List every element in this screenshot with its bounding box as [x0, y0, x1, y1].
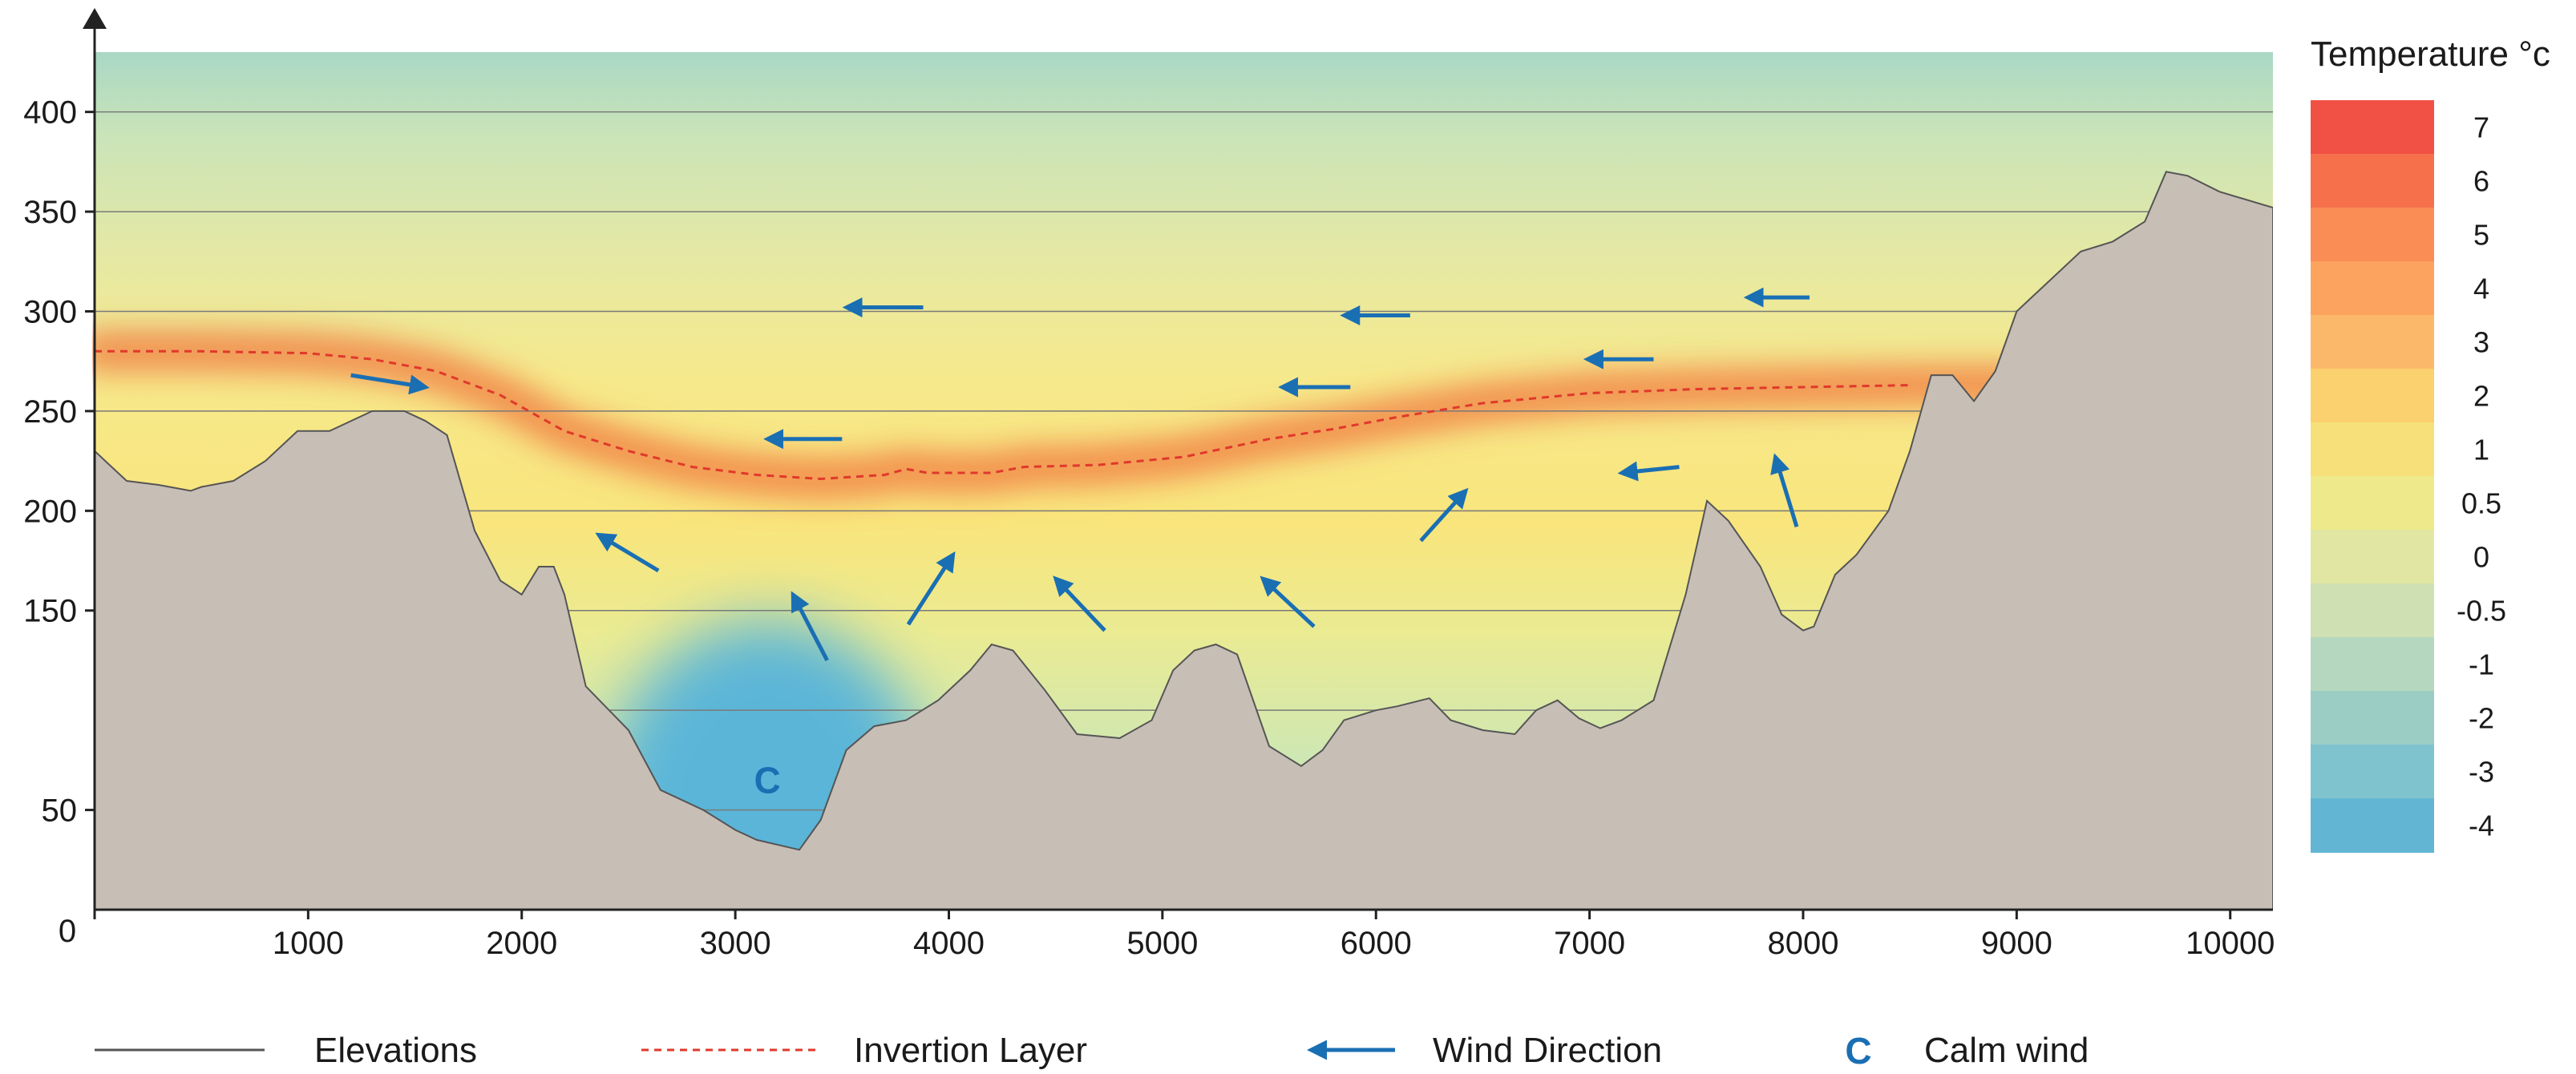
x-ticks: 1000 2000 3000 4000 5000 6000 7000 8000 9000 1000…: [93, 910, 2275, 961]
colorbar-label: -1: [2469, 648, 2494, 681]
colorbar-label: 7: [2473, 111, 2489, 144]
axes: 1000 2000 3000 4000 5000 6000 7000 8000 9000 1000…: [23, 8, 2275, 961]
x-tick-label: 5000: [1126, 926, 1198, 961]
legend-calm-label: Calm wind: [1924, 1031, 2089, 1070]
legend-calm-symbol: C: [1845, 1030, 1871, 1072]
x-tick-label: 6000: [1341, 926, 1412, 961]
x-tick-label: 10000: [2186, 926, 2275, 961]
legend-elevations-label: Elevations: [314, 1031, 477, 1070]
legend-inversion-label: Invertion Layer: [854, 1031, 1087, 1070]
elevation-terrain: [94, 171, 2273, 910]
colorbar-label: -0.5: [2457, 595, 2506, 628]
colorbar-label: 2: [2473, 380, 2489, 413]
wind-arrow-icon: [595, 532, 660, 573]
y-tick-label: 300: [23, 294, 77, 329]
x-tick-label: 3000: [700, 926, 771, 961]
wind-arrow-icon: [350, 373, 430, 395]
colorbar-swatch: [2311, 530, 2434, 584]
colorbar-swatch: [2311, 422, 2434, 477]
x-tick-label: 9000: [1981, 926, 2052, 961]
colorbar-swatch: [2311, 637, 2434, 692]
wind-arrow-icon: [906, 551, 956, 626]
colorbar-swatch: [2311, 798, 2434, 853]
colorbar-swatch: [2311, 691, 2434, 745]
colorbar-swatch: [2311, 583, 2434, 638]
wind-arrow-icon: [1260, 575, 1316, 628]
colorbar-swatch: [2311, 369, 2434, 423]
colorbar-swatch: [2311, 261, 2434, 316]
origin-label: 0: [59, 914, 76, 949]
wind-arrow-icon: [1419, 487, 1469, 543]
colorbar-title: Temperature °c: [2311, 34, 2550, 74]
y-tick-label: 150: [23, 594, 77, 629]
colorbar-label: -4: [2469, 810, 2494, 842]
colorbar-label: 3: [2473, 326, 2489, 359]
x-tick-label: 4000: [913, 926, 985, 961]
colorbar-swatch: [2311, 315, 2434, 369]
y-tick-label: 50: [42, 793, 78, 829]
wind-arrow-icon: [1053, 575, 1106, 632]
y-tick-label: 400: [23, 95, 77, 131]
colorbar-swatch: [2311, 208, 2434, 262]
colorbar-swatches: [2311, 100, 2434, 853]
wind-arrows: [350, 287, 1810, 662]
legend-wind-label: Wind Direction: [1433, 1031, 1662, 1070]
colorbar-label: 5: [2473, 219, 2489, 252]
colorbar-label: 0.5: [2461, 487, 2501, 520]
x-tick-label: 1000: [273, 926, 344, 961]
y-tick-label: 200: [23, 494, 77, 529]
colorbar-labels: 7 6 5 4 3 2 1 0.5 0 -0.5 -1 -2 -3 -4: [2457, 111, 2506, 842]
colorbar-label: -3: [2469, 756, 2494, 789]
x-tick-label: 7000: [1554, 926, 1625, 961]
plot-area: C: [92, 52, 2273, 910]
calm-wind-marker: C: [754, 759, 780, 801]
wind-arrow-icon: [1617, 461, 1680, 482]
y-tick-label: 350: [23, 195, 77, 230]
x-tick-label: 8000: [1767, 926, 1838, 961]
colorbar-swatch: [2311, 476, 2434, 531]
wind-arrow-icon: [1770, 453, 1799, 527]
y-ticks: 50 150 200 250 300 350 400: [23, 95, 95, 829]
y-tick-label: 250: [23, 394, 77, 430]
y-axis-arrow-icon: [83, 8, 107, 29]
colorbar-label: 4: [2473, 273, 2489, 305]
temperature-colorbar: Temperature °c 7 6 5 4 3 2 1 0.5 0 -0.5 -1 -2 -3 -4: [2311, 34, 2550, 853]
x-tick-label: 2000: [486, 926, 557, 961]
legend: Elevations Invertion Layer Wind Directio…: [95, 1030, 2089, 1072]
colorbar-label: 6: [2473, 165, 2489, 198]
colorbar-swatch: [2311, 100, 2434, 155]
inversion-layer-line: [95, 349, 1911, 481]
colorbar-swatch: [2311, 154, 2434, 208]
wind-arrow-icon: [791, 591, 829, 662]
colorbar-swatch: [2311, 745, 2434, 799]
colorbar-label: 1: [2473, 434, 2489, 466]
colorbar-label: -2: [2469, 702, 2494, 735]
colorbar-label: 0: [2473, 541, 2489, 574]
